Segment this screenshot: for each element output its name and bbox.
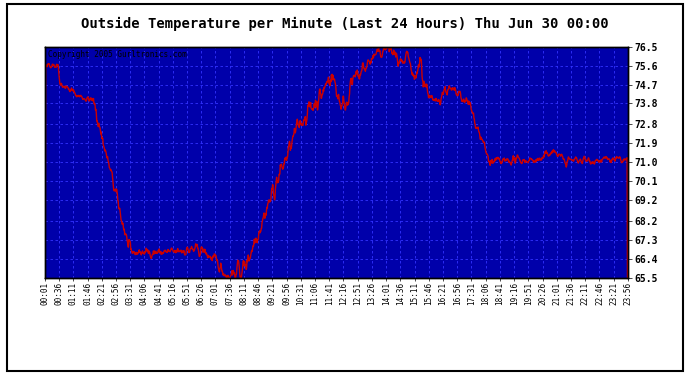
Text: Copyright 2005 Gurltronics.com: Copyright 2005 Gurltronics.com [48, 50, 186, 59]
Text: Outside Temperature per Minute (Last 24 Hours) Thu Jun 30 00:00: Outside Temperature per Minute (Last 24 … [81, 16, 609, 30]
